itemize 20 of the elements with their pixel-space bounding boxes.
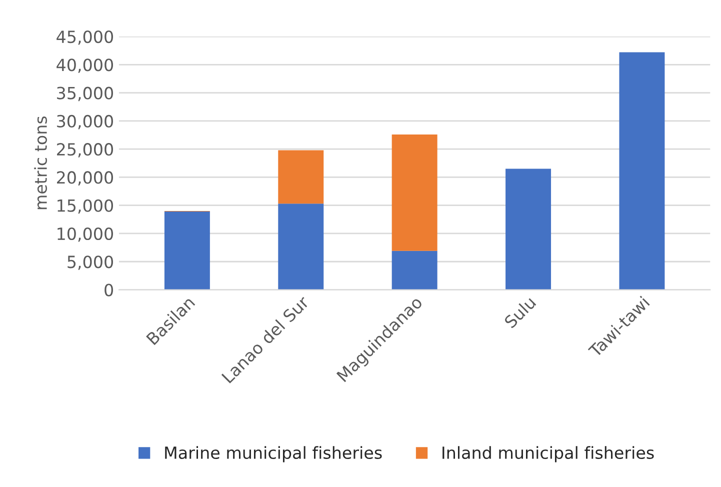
y-tick-label: 25,000 — [57, 143, 113, 158]
bar — [278, 150, 324, 204]
legend-label: Marine municipal fisheries — [165, 446, 382, 462]
y-tick-label: 0 — [104, 284, 113, 296]
bar — [392, 134, 438, 251]
y-tick-label: 10,000 — [58, 227, 113, 242]
y-tick-label: 40,000 — [56, 58, 113, 73]
y-tick-label: 15,000 — [58, 199, 113, 214]
y-tick-label: 30,000 — [57, 114, 113, 130]
y-tick-label: 5,000 — [68, 256, 113, 270]
bar — [392, 250, 438, 290]
bar — [506, 168, 552, 290]
bar — [164, 212, 210, 290]
y-tick-label: 20,000 — [57, 171, 113, 186]
bar — [278, 204, 324, 290]
bar — [619, 52, 665, 290]
y-axis-title: metric tons — [34, 116, 47, 210]
legend-label: Inland municipal fisheries — [442, 446, 654, 462]
y-tick-label: 35,000 — [57, 86, 113, 102]
y-tick-label: 45,000 — [56, 30, 113, 45]
